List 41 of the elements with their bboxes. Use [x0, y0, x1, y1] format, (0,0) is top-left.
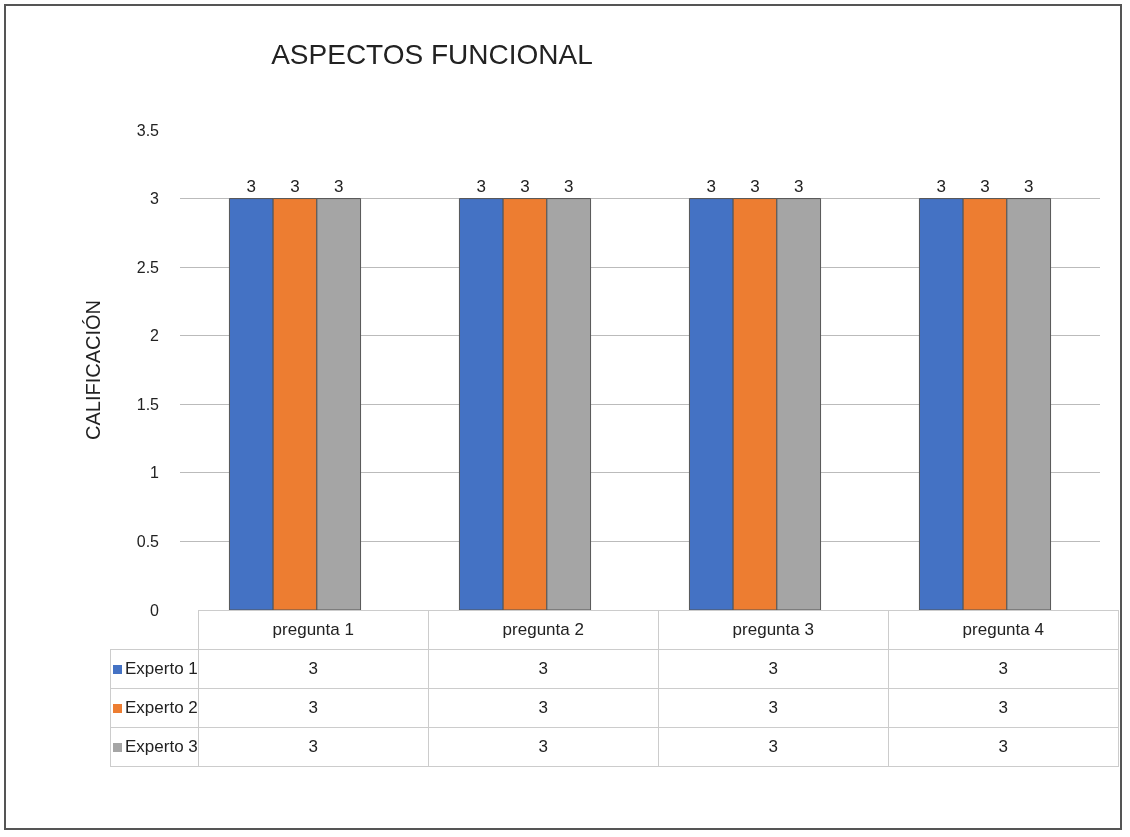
data-label: 3: [198, 688, 429, 728]
data-label: 3: [198, 649, 429, 689]
chart-title: ASPECTOS FUNCIONAL: [271, 39, 593, 71]
y-tick-label: 0.5: [136, 533, 160, 551]
y-tick-label: 2.5: [136, 258, 160, 276]
y-tick-label: 1: [150, 464, 160, 482]
legend-label: Experto 1: [110, 649, 199, 689]
text: 3: [333, 176, 344, 196]
text: 3: [980, 176, 990, 196]
text: 3: [476, 176, 487, 196]
x-tick-label: pregunta 2: [428, 610, 659, 650]
text: 3: [1023, 176, 1034, 196]
y-tick-label: 3: [150, 190, 160, 208]
x-tick-label: pregunta 3: [658, 610, 889, 650]
legend-label: Experto 3: [110, 727, 199, 767]
data-label: 3: [198, 727, 429, 767]
data-label: 3: [658, 727, 889, 767]
text: 3: [520, 176, 530, 196]
data-label: 3: [658, 649, 889, 689]
text: 3: [750, 176, 760, 196]
data-label: 3: [888, 649, 1119, 689]
x-tick-label: pregunta 4: [888, 610, 1119, 650]
data-label: 3: [658, 688, 889, 728]
x-tick-label: pregunta 1: [198, 610, 429, 650]
text: 3: [706, 176, 717, 196]
data-label: 3: [428, 688, 659, 728]
text: 3: [936, 176, 947, 196]
text: 3: [290, 176, 300, 196]
data-label: 3: [428, 649, 659, 689]
y-tick-label: 3.5: [136, 121, 160, 139]
y-axis-title: CALIFICACIÓN: [82, 299, 105, 441]
y-tick-label: 0: [150, 601, 160, 619]
y-tick-label: 2: [150, 327, 160, 345]
text: 3: [563, 176, 574, 196]
text: 3: [246, 176, 257, 196]
data-label: 3: [888, 688, 1119, 728]
text: 3: [793, 176, 804, 196]
data-label: 3: [888, 727, 1119, 767]
legend-label: Experto 2: [110, 688, 199, 728]
data-label: 3: [428, 727, 659, 767]
y-tick-label: 1.5: [136, 395, 160, 413]
